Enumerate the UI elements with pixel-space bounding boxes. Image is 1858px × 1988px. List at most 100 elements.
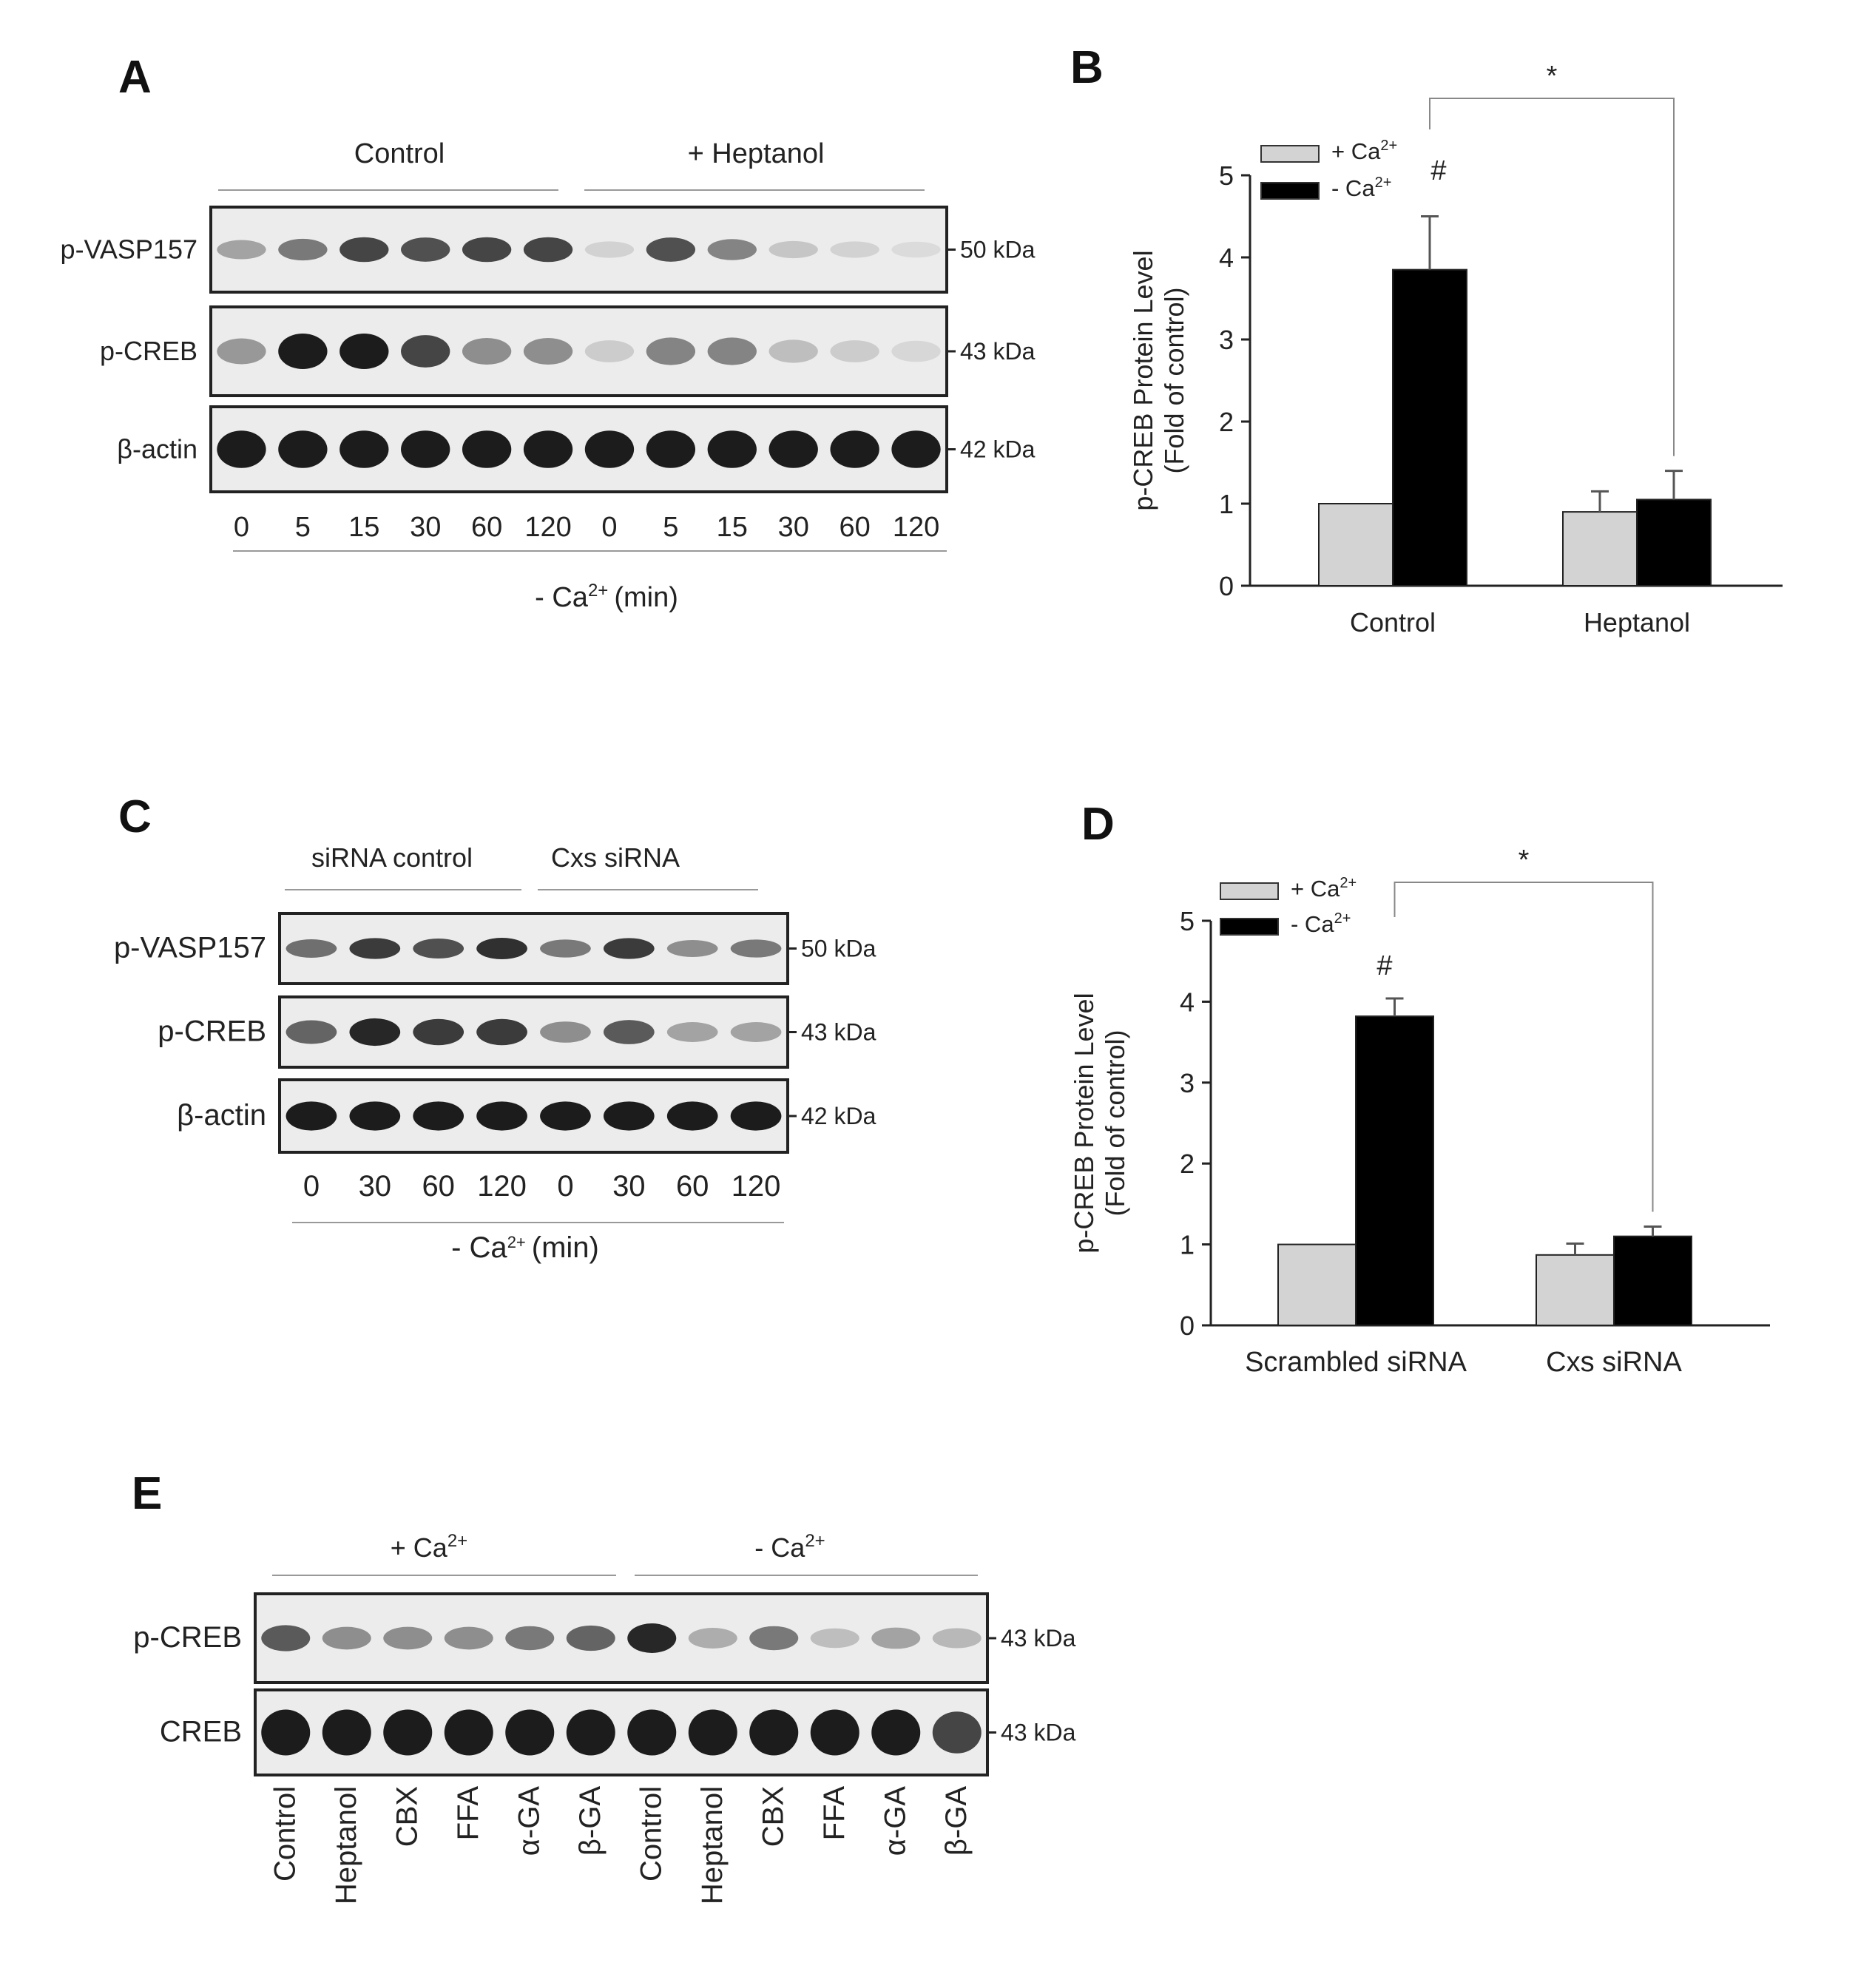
blot-panel-c: p-VASP157 50 kDa p-CREB 43 kDa β-actin 42 kDa… [114, 912, 876, 1203]
bar-d-plus-2 [1536, 1254, 1615, 1327]
kda-marker: 42 kDa [960, 436, 1036, 463]
band [627, 1623, 677, 1653]
lane-label: 0 [303, 1170, 320, 1203]
blot-row-a-1 [209, 206, 948, 294]
panel-label-e: E [132, 1468, 162, 1519]
lane-label: 120 [524, 512, 571, 543]
band [413, 1018, 464, 1046]
band [688, 1628, 737, 1649]
blot-row-e-2 [254, 1688, 989, 1776]
band [401, 430, 450, 468]
blot-row-label: p-CREB [100, 336, 197, 366]
significance-bracket [1394, 882, 1654, 1212]
lane-label: 0 [234, 512, 249, 543]
a-group-heptanol: + Heptanol [688, 138, 825, 169]
band [322, 1709, 371, 1756]
kda-marker: 43 kDa [960, 338, 1036, 365]
lane-label: α-GA [513, 1786, 545, 1856]
lane-label: β-GA [574, 1786, 607, 1856]
panel-label-a: A [118, 52, 152, 103]
category-label: Cxs siRNA [1546, 1347, 1682, 1378]
band [932, 1711, 982, 1754]
lane-label: 60 [422, 1170, 455, 1203]
band [278, 238, 328, 261]
blot-row-a-3 [209, 405, 948, 493]
band [286, 1101, 337, 1131]
category-label: Heptanol [1584, 607, 1690, 638]
band [476, 1018, 527, 1046]
lane-label: FFA [818, 1786, 851, 1841]
lane-label: β-GA [940, 1786, 973, 1856]
band [646, 430, 696, 468]
e-group-plus-ca: + Ca2+ [391, 1531, 467, 1563]
significance-star: * [1519, 845, 1530, 876]
legend-swatch [1260, 145, 1320, 163]
y-tick-label: 0 [1219, 571, 1234, 601]
band [707, 239, 757, 260]
band [349, 1101, 401, 1131]
y-tick-label: 1 [1219, 489, 1234, 519]
blot-row-label: p-CREB [158, 1015, 266, 1048]
band [349, 1018, 401, 1047]
band [666, 940, 718, 957]
significance-star: * [1547, 61, 1558, 92]
lane-label: 0 [557, 1170, 573, 1203]
y-tick-label: 2 [1180, 1149, 1195, 1179]
band [476, 1101, 527, 1131]
band [413, 939, 464, 958]
significance-hash: # [1376, 950, 1392, 981]
band [768, 430, 818, 468]
kda-marker: 50 kDa [801, 936, 876, 962]
y-tick-label: 4 [1219, 243, 1234, 273]
band [339, 334, 389, 369]
band [768, 240, 818, 259]
band [413, 1101, 464, 1131]
y-tick-label: 2 [1219, 407, 1234, 437]
band [810, 1709, 859, 1756]
band [627, 1709, 677, 1756]
lane-label: 0 [601, 512, 617, 543]
bar-b-plus-1 [1318, 503, 1394, 586]
y-tick-label: 1 [1180, 1230, 1195, 1260]
bar-d-minus-2 [1613, 1235, 1692, 1327]
band [383, 1709, 433, 1756]
band [462, 337, 512, 365]
band [584, 241, 635, 258]
c-xlabel: - Ca2+ (min) [451, 1231, 599, 1264]
band [646, 237, 696, 262]
lane-label: 30 [359, 1170, 392, 1203]
band [349, 938, 401, 959]
e-group-minus-ca: - Ca2+ [754, 1531, 825, 1563]
y-axis-label-2: (Fold of control) [1159, 287, 1189, 473]
significance-bracket [1429, 98, 1675, 456]
band [322, 1626, 371, 1650]
y-axis-label: p-CREB Protein Level [1069, 993, 1099, 1253]
band [278, 430, 328, 468]
legend: + Ca2+ - Ca2+ [1220, 875, 1357, 937]
band [540, 1021, 591, 1043]
band [871, 1627, 921, 1649]
y-tick-label: 3 [1180, 1068, 1195, 1098]
y-tick-label: 5 [1219, 160, 1234, 191]
lane-label: α-GA [879, 1786, 911, 1856]
lane-label: 15 [348, 512, 379, 543]
lane-label: 120 [893, 512, 939, 543]
lane-label: Control [268, 1786, 301, 1882]
blot-row-label: p-VASP157 [61, 234, 197, 265]
y-axis-label: p-CREB Protein Level [1128, 250, 1158, 510]
blot-row-a-2 [209, 305, 948, 397]
band [730, 939, 782, 958]
band [540, 939, 591, 958]
band [584, 430, 635, 468]
band [523, 237, 573, 263]
band [401, 335, 450, 368]
band [603, 1020, 655, 1044]
band [217, 338, 266, 365]
band [891, 340, 941, 362]
lane-label: CBX [757, 1786, 789, 1847]
band [749, 1626, 799, 1651]
lane-label: 60 [676, 1170, 709, 1203]
lane-label: CBX [391, 1786, 423, 1847]
band [339, 430, 389, 468]
